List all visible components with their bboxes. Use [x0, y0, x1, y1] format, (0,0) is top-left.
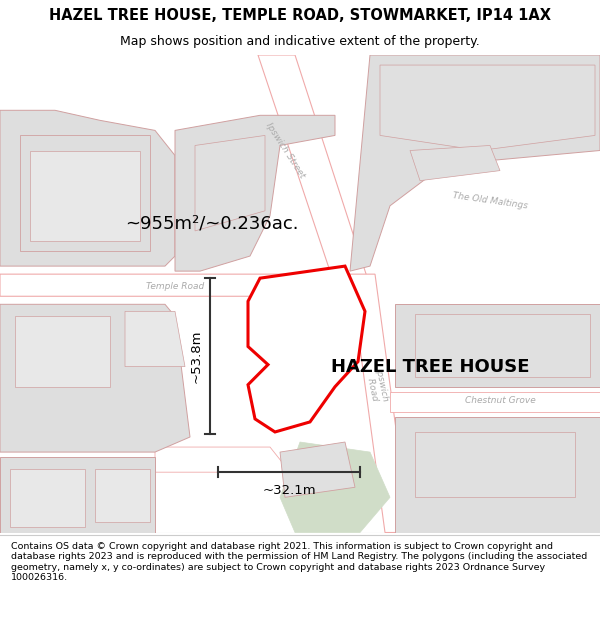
Text: Map shows position and indicative extent of the property.: Map shows position and indicative extent… — [120, 35, 480, 48]
Polygon shape — [175, 116, 335, 271]
Text: Temple Road: Temple Road — [146, 282, 204, 291]
Polygon shape — [10, 469, 85, 528]
Polygon shape — [125, 311, 185, 367]
Text: Ipswich Street: Ipswich Street — [264, 121, 306, 180]
Polygon shape — [395, 304, 600, 387]
Polygon shape — [380, 65, 595, 151]
Polygon shape — [415, 432, 575, 498]
Text: ~32.1m: ~32.1m — [262, 484, 316, 497]
Text: Contains OS data © Crown copyright and database right 2021. This information is : Contains OS data © Crown copyright and d… — [11, 542, 587, 582]
Polygon shape — [0, 457, 155, 532]
Polygon shape — [390, 392, 600, 412]
Polygon shape — [410, 146, 500, 181]
Text: ~53.8m: ~53.8m — [190, 329, 203, 383]
Polygon shape — [0, 110, 175, 266]
Polygon shape — [415, 314, 590, 377]
Polygon shape — [350, 274, 410, 532]
Text: HAZEL TREE HOUSE, TEMPLE ROAD, STOWMARKET, IP14 1AX: HAZEL TREE HOUSE, TEMPLE ROAD, STOWMARKE… — [49, 8, 551, 23]
Polygon shape — [15, 316, 110, 387]
Polygon shape — [20, 136, 150, 251]
Polygon shape — [280, 442, 390, 532]
Polygon shape — [0, 274, 365, 296]
Text: The Old Maltings: The Old Maltings — [452, 191, 528, 211]
Polygon shape — [395, 417, 600, 532]
Polygon shape — [248, 266, 365, 432]
Polygon shape — [0, 304, 190, 452]
Text: Ipswich
 Road: Ipswich Road — [364, 368, 390, 405]
Polygon shape — [350, 55, 600, 271]
Polygon shape — [155, 447, 290, 472]
Text: Chestnut Grove: Chestnut Grove — [464, 396, 535, 405]
Polygon shape — [280, 442, 355, 498]
Polygon shape — [30, 151, 140, 241]
Text: ~955m²/~0.236ac.: ~955m²/~0.236ac. — [125, 215, 299, 233]
Polygon shape — [195, 136, 265, 231]
Polygon shape — [258, 55, 370, 286]
Polygon shape — [95, 469, 150, 522]
Text: HAZEL TREE HOUSE: HAZEL TREE HOUSE — [331, 357, 529, 376]
